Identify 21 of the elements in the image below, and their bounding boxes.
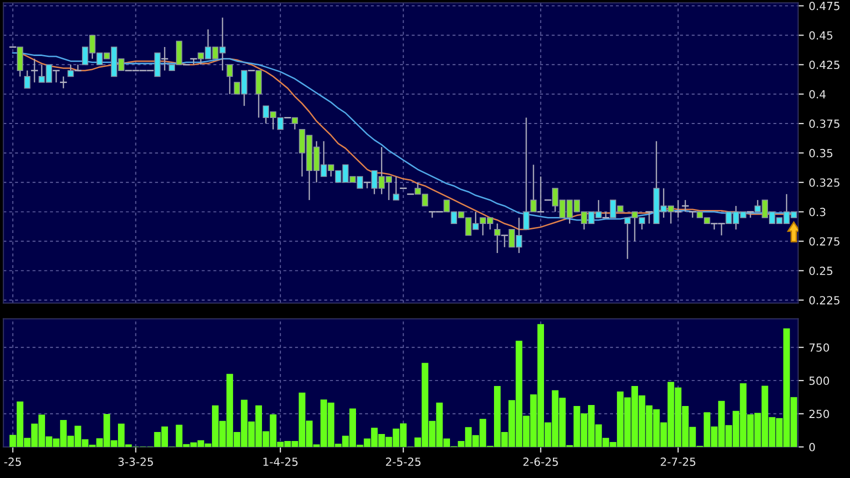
y-tick-label: 0 [809, 442, 815, 452]
y-tick-label: 0.25 [809, 266, 832, 276]
x-tick-label: -25 [4, 458, 21, 466]
x-tick-label: 2-7-25 [660, 458, 696, 466]
y-tick-label: 0.325 [809, 178, 840, 187]
y-tick-label: 0.475 [809, 2, 840, 10]
y-tick-label: 0.425 [809, 60, 840, 70]
y-tick-label: 0.375 [809, 120, 840, 128]
x-tick-label: 2-6-25 [523, 458, 558, 466]
x-tick-label: 1-4-25 [263, 458, 298, 466]
y-tick-label: 0.225 [809, 296, 840, 304]
x-tick-label: 3-3-25 [118, 458, 153, 466]
y-tick-label: 0.3 [809, 208, 826, 216]
y-tick-label: 250 [809, 410, 830, 418]
y-tick-label: 0.35 [809, 148, 832, 158]
y-tick-label: 750 [809, 343, 830, 352]
x-tick-label: 2-5-25 [386, 458, 420, 466]
y-tick-label: 0.4 [809, 90, 826, 98]
y-tick-label: 0.45 [809, 31, 832, 40]
y-tick-label: 0.275 [809, 237, 840, 246]
y-tick-label: 500 [809, 376, 830, 385]
